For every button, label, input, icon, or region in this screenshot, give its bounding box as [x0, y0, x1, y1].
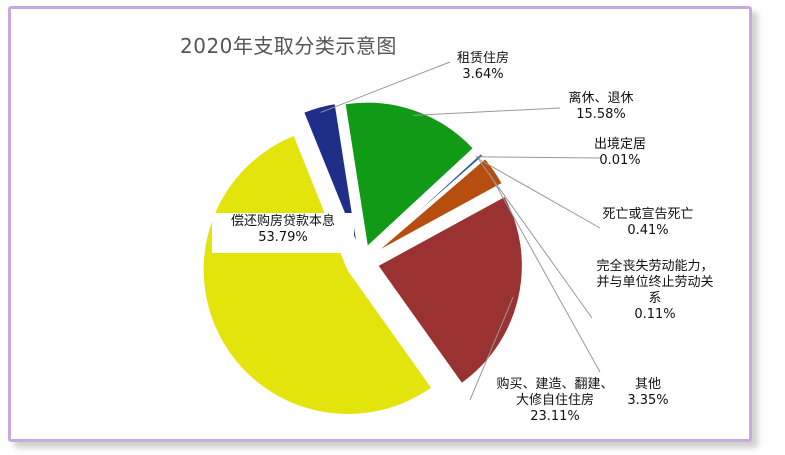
- leader-line: [489, 173, 601, 373]
- data-label: 死亡或宣告死亡 0.41%: [602, 206, 693, 238]
- leader-line: [412, 107, 561, 116]
- leader-line: [478, 160, 593, 319]
- data-label: 租赁住房 3.64%: [457, 50, 509, 82]
- data-label: 其他 3.35%: [627, 377, 668, 408]
- pie-slice: [374, 157, 504, 254]
- pie-slice: [202, 134, 434, 416]
- pie-slice: [376, 195, 524, 385]
- data-label: 偿还购房贷款本息 53.79%: [231, 213, 335, 245]
- data-label-box: [212, 213, 354, 253]
- leader-line: [477, 158, 601, 229]
- leader-line: [469, 296, 514, 401]
- leader-line: [320, 61, 451, 113]
- leader-line: [476, 156, 601, 159]
- data-label: 出境定居 0.01%: [594, 137, 646, 168]
- data-label: 离休、退休 15.58%: [568, 90, 633, 122]
- chart-title: 2020年支取分类示意图: [180, 34, 397, 58]
- pie-slice: [302, 102, 359, 247]
- data-label: 购买、建造、翻建、大修自住住房 23.11%: [496, 376, 613, 424]
- pie-slice: [343, 101, 475, 249]
- data-label: 完全丧失劳动能力，并与单位终止劳动关系 0.11%: [596, 258, 713, 322]
